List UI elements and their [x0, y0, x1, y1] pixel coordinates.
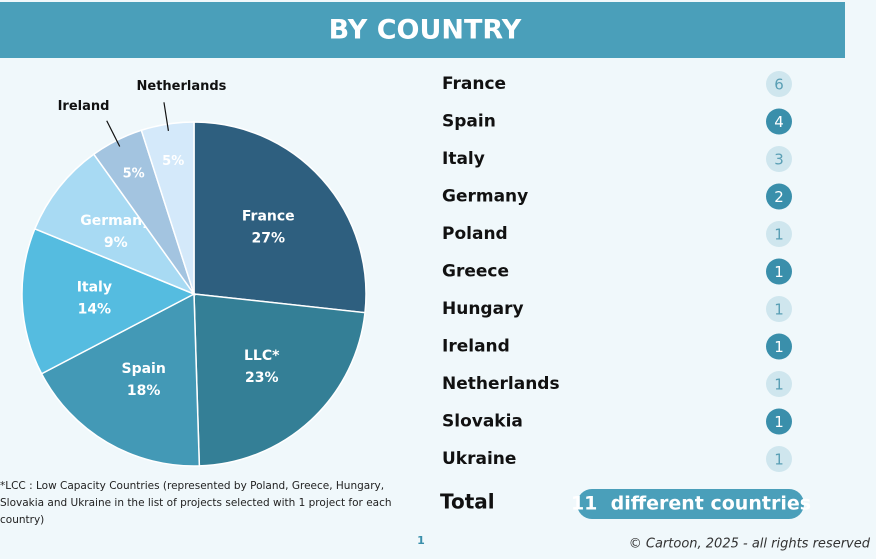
country-count: 3 [774, 151, 784, 169]
header-bar [0, 2, 845, 58]
slice-value-label: 14% [78, 302, 112, 318]
slice-value-label: 9% [104, 235, 128, 251]
count-badge [766, 408, 792, 435]
pie-slice [33, 153, 197, 296]
copyright: © Cartoon, 2025 - all rights reserved [629, 537, 871, 552]
slice-name-label: Ireland [58, 99, 110, 114]
total-label: Total [440, 490, 495, 514]
country-count: 1 [774, 451, 784, 469]
count-badge [766, 146, 792, 172]
total-value: 11 different countries [571, 493, 811, 515]
slice-value-label: 5% [162, 154, 184, 169]
country-count: 4 [774, 113, 784, 131]
country-count: 1 [774, 376, 784, 394]
pie-slice [40, 292, 201, 467]
page-number: 1 [417, 534, 425, 547]
footnote-box: *LCC : Low Capacity Countries (represent… [0, 480, 392, 526]
country-count: 1 [774, 301, 784, 319]
count-badge [766, 258, 792, 285]
country-count: 2 [774, 188, 784, 206]
chart-title: BY COUNTRY [329, 15, 522, 46]
count-badge [766, 296, 792, 322]
slice-name-label: Germany [80, 213, 151, 229]
country-name: Germany [442, 187, 528, 207]
count-badge [766, 371, 792, 397]
slice-name-label: France [242, 208, 295, 224]
count-badge [766, 221, 792, 247]
footnote: *LCC : Low Capacity Countries (represent… [0, 480, 392, 526]
country-name: Greece [442, 262, 509, 282]
leader-line [163, 102, 170, 131]
country-name: Spain [442, 112, 496, 132]
country-name: Poland [442, 224, 508, 244]
slice-value-label: 18% [127, 383, 161, 399]
country-count: 1 [774, 226, 784, 244]
count-badge [766, 183, 792, 210]
count-badge [766, 71, 792, 97]
leader-line [106, 120, 121, 147]
country-name: Ireland [442, 337, 510, 357]
country-name: Hungary [442, 299, 524, 319]
count-badge [766, 108, 792, 135]
country-count: 6 [774, 76, 784, 94]
pie-slice [193, 121, 367, 314]
total-badge [577, 489, 804, 519]
pie-slice [193, 293, 366, 467]
pie-slice [21, 227, 196, 375]
country-count: 1 [774, 263, 784, 281]
country-name: France [442, 74, 506, 94]
country-name: Italy [442, 149, 485, 169]
slice-value-label: 5% [123, 167, 145, 182]
country-name: Ukraine [442, 449, 516, 469]
country-name: Slovakia [442, 412, 523, 432]
count-badge [766, 446, 792, 472]
country-name: Netherlands [442, 374, 560, 394]
slice-name-label: LLC* [244, 348, 280, 364]
country-count: 1 [774, 413, 784, 431]
slice-value-label: 27% [252, 230, 286, 246]
slice-name-label: Netherlands [137, 79, 227, 94]
slice-name-label: Italy [77, 280, 112, 296]
country-count: 1 [774, 338, 784, 356]
slice-name-label: Spain [122, 361, 166, 377]
count-badge [766, 333, 792, 360]
slice-value-label: 23% [245, 370, 279, 386]
